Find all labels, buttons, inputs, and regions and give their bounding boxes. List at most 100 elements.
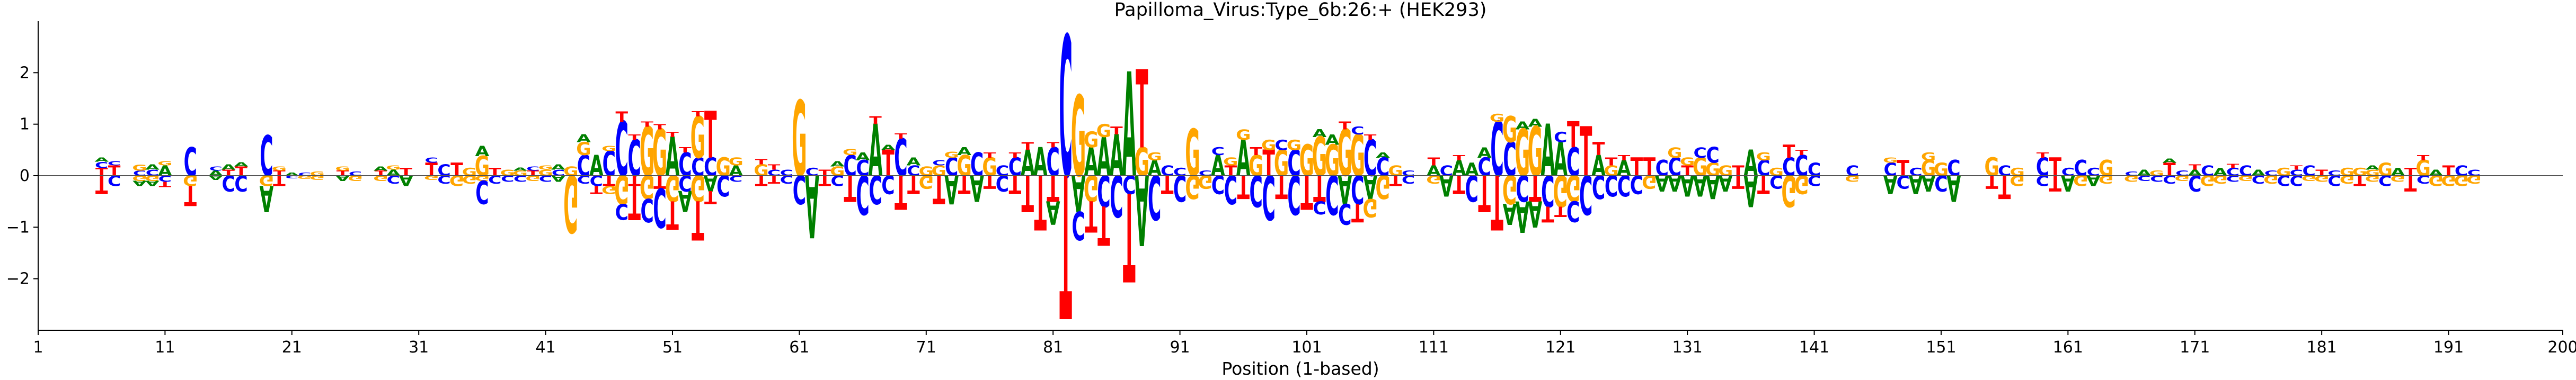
svg-text:C: C bbox=[2036, 153, 2049, 182]
x-tick-label: 71 bbox=[916, 338, 936, 357]
logo-letter-C: C bbox=[1072, 202, 1085, 248]
logo-letter-G: G bbox=[1261, 137, 1276, 153]
logo-letter-G: G bbox=[335, 166, 350, 173]
logo-letter-C: C bbox=[628, 129, 641, 187]
svg-text:A: A bbox=[209, 174, 223, 181]
svg-text:T: T bbox=[628, 133, 641, 141]
svg-text:G: G bbox=[2314, 174, 2329, 184]
svg-text:G: G bbox=[1426, 173, 1441, 186]
logo-letter-A: A bbox=[1706, 168, 1720, 205]
svg-text:T: T bbox=[1554, 203, 1567, 219]
logo-letter-A: A bbox=[970, 167, 984, 209]
svg-text:C: C bbox=[856, 156, 869, 180]
logo-letter-C: C bbox=[729, 174, 742, 184]
svg-text:C: C bbox=[691, 153, 704, 182]
logo-letter-C: C bbox=[691, 153, 704, 182]
logo-letter-G: G bbox=[348, 174, 362, 182]
logo-letter-G: G bbox=[1287, 137, 1302, 153]
logo-letter-A: A bbox=[209, 174, 223, 181]
svg-text:A: A bbox=[1528, 193, 1543, 234]
logo-letter-G: G bbox=[1782, 165, 1796, 215]
svg-text:C: C bbox=[526, 166, 539, 173]
logo-letter-T: T bbox=[869, 114, 882, 127]
logo-letter-A: A bbox=[132, 179, 147, 187]
svg-text:C: C bbox=[716, 169, 730, 202]
logo-letter-C: C bbox=[1808, 172, 1821, 188]
svg-text:T: T bbox=[1262, 142, 1275, 184]
logo-letter-G: G bbox=[2441, 172, 2456, 188]
svg-text:G: G bbox=[830, 164, 845, 179]
svg-text:T: T bbox=[2290, 165, 2303, 171]
logo-letter-T: T bbox=[1428, 156, 1440, 168]
svg-text:C: C bbox=[488, 173, 501, 186]
logo-letter-A: A bbox=[1591, 149, 1606, 183]
svg-text:C: C bbox=[539, 174, 552, 184]
svg-text:A: A bbox=[1706, 168, 1720, 205]
logo-letter-G: G bbox=[1135, 139, 1149, 185]
svg-text:C: C bbox=[1896, 171, 1909, 192]
logo-letter-A: A bbox=[1097, 126, 1111, 188]
logo-letter-C: C bbox=[108, 160, 121, 167]
logo-letter-G: G bbox=[373, 174, 388, 182]
svg-text:T: T bbox=[844, 167, 856, 209]
logo-letter-A: A bbox=[1439, 169, 1454, 202]
svg-text:G: G bbox=[754, 161, 768, 179]
logo-letter-T: T bbox=[1643, 153, 1656, 182]
svg-text:G: G bbox=[1515, 116, 1530, 191]
logo-letter-T: T bbox=[2227, 163, 2239, 170]
logo-letter-G: G bbox=[1375, 168, 1390, 205]
svg-text:A: A bbox=[1744, 165, 1758, 215]
logo-letter-C: C bbox=[1554, 129, 1567, 146]
svg-text:G: G bbox=[1502, 166, 1517, 212]
logo-letter-A: A bbox=[1211, 149, 1225, 183]
logo-letter-G: G bbox=[1249, 149, 1263, 183]
x-tick-label: 91 bbox=[1170, 338, 1190, 357]
svg-text:G: G bbox=[1198, 171, 1212, 192]
logo-letter-T: T bbox=[1237, 168, 1250, 205]
logo-letter-G: G bbox=[576, 139, 591, 160]
logo-letter-A: A bbox=[513, 167, 528, 171]
logo-letter-T: T bbox=[1097, 194, 1110, 256]
logo-letter-C: C bbox=[1477, 153, 1491, 182]
logo-letter-C: C bbox=[298, 172, 311, 177]
x-tick-label: 200 bbox=[2547, 338, 2576, 357]
logo-letter-T: T bbox=[1618, 154, 1631, 162]
svg-text:T: T bbox=[1339, 120, 1351, 132]
svg-text:G: G bbox=[944, 150, 959, 160]
logo-letter-T: T bbox=[615, 108, 628, 125]
svg-text:G: G bbox=[1553, 165, 1568, 215]
logo-letter-C: C bbox=[1097, 165, 1110, 215]
svg-text:A: A bbox=[158, 163, 172, 179]
logo-letter-G: G bbox=[1084, 128, 1099, 152]
svg-text:A: A bbox=[1922, 170, 1936, 195]
svg-text:G: G bbox=[2099, 173, 2113, 186]
svg-text:C: C bbox=[1566, 139, 1580, 185]
logo-letter-T: T bbox=[895, 132, 907, 140]
svg-text:A: A bbox=[944, 166, 959, 212]
svg-text:A: A bbox=[1072, 164, 1086, 222]
svg-text:C: C bbox=[108, 172, 121, 188]
logo-letter-T: T bbox=[1897, 156, 1909, 180]
logo-letter-G: G bbox=[538, 165, 553, 171]
logo-letter-C: C bbox=[1605, 169, 1618, 202]
svg-text:T: T bbox=[1364, 133, 1377, 141]
logo-letter-A: A bbox=[729, 163, 743, 179]
logo-letter-A: A bbox=[2086, 172, 2101, 188]
svg-text:G: G bbox=[2378, 159, 2393, 180]
svg-text:T: T bbox=[755, 172, 768, 188]
svg-text:A: A bbox=[1541, 110, 1555, 193]
logo-letter-G: G bbox=[2010, 172, 2024, 188]
svg-text:C: C bbox=[1262, 161, 1275, 232]
logo-letter-A: A bbox=[1338, 166, 1352, 212]
svg-text:T: T bbox=[1123, 165, 1136, 307]
svg-text:G: G bbox=[2124, 174, 2139, 184]
svg-text:C: C bbox=[2074, 156, 2087, 180]
logo-letter-G: G bbox=[1794, 170, 1809, 199]
svg-text:T: T bbox=[1059, 129, 1072, 357]
logo-letter-G: G bbox=[1667, 145, 1682, 161]
svg-text:T: T bbox=[768, 163, 781, 171]
svg-text:G: G bbox=[1312, 126, 1327, 188]
svg-text:G: G bbox=[716, 153, 731, 182]
logo-letter-C: C bbox=[615, 199, 628, 224]
logo-letter-C: C bbox=[678, 146, 692, 183]
